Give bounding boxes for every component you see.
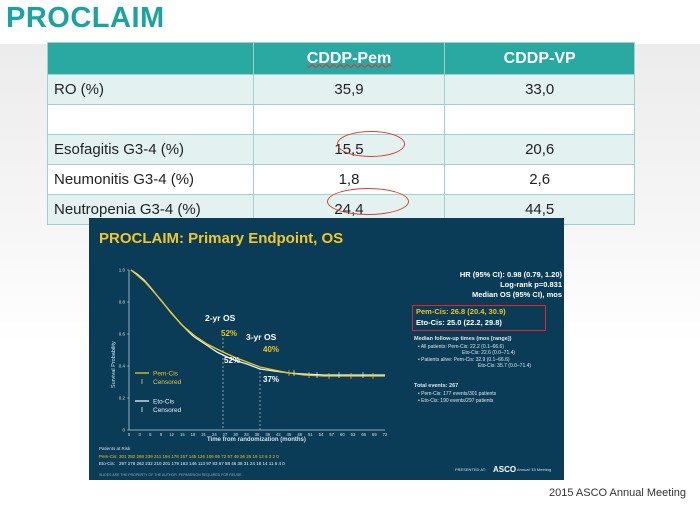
annotation-37: 37% [263,375,279,384]
row-value-vp: 33,0 [444,74,635,105]
x-tick-label: 12 [169,432,174,437]
legend-label-eto-censored: Censored [153,407,182,414]
x-tick-label: 72 [383,432,388,437]
y-ticks: 0 0.2 0.4 0.6 0.8 1.0 [119,268,129,433]
y-tick-label: 0.4 [119,364,126,369]
presented-at: PRESENTED AT: [455,467,486,472]
y-tick-label: 0 [122,428,125,433]
x-axis-label: Time from randomization (months) [207,437,306,443]
annotation-2yr: 2-yr OS [205,313,236,323]
risk-row-pem-label: Pem-Cis: [99,454,118,459]
row-value-vp [444,104,635,135]
x-tick-label: 15 [180,432,185,437]
y-tick-label: 1.0 [119,268,126,273]
y-tick-label: 0.2 [119,396,126,401]
row-value-vp: 2,6 [444,164,635,195]
legend: Pem-Cis Censored Eto-Cis Censored [135,371,182,414]
y-tick-label: 0.8 [119,300,126,305]
row-label: Neumonitis G3-4 (%) [47,164,254,195]
risk-row-pem-values: 301 282 268 239 211 194 178 157 145 126 … [119,454,279,459]
pem-os-value: Pem-Cis: 26.8 (20.4, 30.9) [416,307,506,316]
highlight-oval-neutropenia [327,188,409,215]
events-title: Total events: 267 [414,383,459,389]
eto-os-value: Eto-Cis: 25.0 (22.2, 29.8) [416,318,502,327]
curve-eto-cis [130,269,385,376]
x-tick-label: 6 [149,432,152,437]
annotation-52-pem: 52% [221,329,237,338]
x-tick-label: 24 [212,432,217,437]
curve-pem-cis [130,269,385,377]
x-tick-label: 21 [201,432,206,437]
x-tick-label: 45 [287,432,292,437]
embedded-slide: PROCLAIM: Primary Endpoint, OS 0 0.2 0.4 0.… [89,218,564,480]
legend-label-pem-censored: Censored [153,379,182,386]
x-tick-label: 9 [160,432,163,437]
legend-label-eto: Eto-Cis [153,399,175,406]
x-tick-label: 51 [308,432,313,437]
x-tick-label: 54 [319,432,324,437]
x-tick-label: 30 [233,432,238,437]
x-tick-label: 57 [329,432,334,437]
stats-panel: HR (95% CI): 0.98 (0.79, 1.20) Log-rank … [397,270,562,300]
embedded-slide-title: PROCLAIM: Primary Endpoint, OS [99,230,344,247]
median-os-label: Median OS (95% CI), mos [471,290,562,299]
table-row: Neumonitis G3-4 (%) 1,8 2,6 [47,164,635,195]
x-tick-label: 48 [297,432,302,437]
disclaimer: SLIDES ARE THE PROPERTY OF THE AUTHOR. P… [99,473,242,477]
annotation-3yr: 3-yr OS [246,332,277,342]
followup-line: • Patients alive: Pem-Cis: 32.9 (0.1–66.… [418,357,510,363]
risk-table-title: Patients at Risk [99,446,131,451]
censor-marks-pem [288,370,374,379]
x-tick-label: 69 [372,432,377,437]
row-value-vp: 20,6 [444,134,635,165]
x-tick-label: 18 [191,432,196,437]
legend-label-pem: Pem-Cis [153,371,179,378]
x-tick-label: 42 [276,432,281,437]
x-tick-label: 27 [223,432,228,437]
row-label [47,104,254,135]
censor-marks-eto [293,370,364,378]
x-tick-label: 63 [351,432,356,437]
page-title: PROCLAIM [6,2,165,34]
annotation-52-eto: 52% [224,356,240,365]
header-cddp-pem: CDDP-Pem [252,42,446,75]
x-ticks: 0 3 6 9 12 15 18 21 24 27 30 33 36 39 42 45 48 51 54 57 60 63… [128,432,388,437]
x-tick-label: 3 [138,432,141,437]
x-tick-label: 33 [244,432,249,437]
logrank-text: Log-rank p=0.831 [500,280,562,289]
table-row [47,104,635,135]
followup-line: Eto-Cis: 22.6 (0.0–71.4) [462,350,516,356]
median-os-box: Pem-Cis: 26.8 (20.4, 30.9) Eto-Cis: 25.0… [412,305,546,331]
row-value-pem [252,104,446,135]
row-value-pem: 35,9 [252,74,446,105]
followup-title: Median follow-up times (mos [range]) [414,336,512,342]
annual-meeting-logo: Annual '15 Meeting [517,467,551,472]
events-line: • Pem-Cis: 177 events/301 patients [418,391,497,397]
asco-logo: ASCO [493,465,516,474]
highlight-oval-esofagitis [337,131,405,157]
x-tick-label: 39 [265,432,270,437]
y-axis-label: Survival Probability [111,341,117,388]
row-label: Esofagitis G3-4 (%) [47,134,254,165]
risk-row-eto-label: Eto-Cis: [99,461,115,466]
risk-row-eto-values: 297 278 262 232 210 201 179 163 146 113 … [119,461,285,466]
x-tick-label: 60 [340,432,345,437]
header-cddp-vp: CDDP-VP [444,42,635,75]
footer-meeting: 2015 ASCO Annual Meeting [549,487,686,499]
x-tick-label: 66 [361,432,366,437]
row-label: RO (%) [47,74,254,105]
followup-line: • All patients: Pem-Cis: 22.2 (0.1–66.6) [418,344,504,350]
followup-line: Eto-Cis: 35.7 (0.0–71.4) [478,363,532,369]
hr-text: HR (95% CI): 0.98 (0.79, 1.20) [459,270,562,279]
annotation-40: 40% [263,345,279,354]
header-blank [47,42,254,75]
y-tick-label: 0.6 [119,332,126,337]
x-tick-label: 0 [128,432,131,437]
events-line: • Eto-Cis: 190 events/297 patients [418,398,494,404]
table-row: RO (%) 35,9 33,0 [47,74,635,105]
km-plot: 00.20.40.60.81.0 0 3 6 9 12 15 18 21 24 27 30 33 36 3… [99,268,551,478]
x-tick-label: 36 [255,432,260,437]
